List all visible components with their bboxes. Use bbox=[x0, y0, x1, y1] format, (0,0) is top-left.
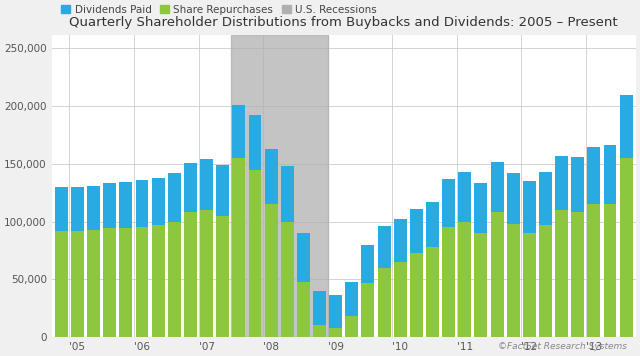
Bar bbox=[604, 145, 616, 204]
Bar bbox=[55, 187, 68, 231]
Bar bbox=[362, 283, 374, 337]
Legend: Dividends Paid, Share Repurchases, U.S. Recessions: Dividends Paid, Share Repurchases, U.S. … bbox=[57, 0, 381, 19]
Bar bbox=[394, 262, 406, 337]
Bar bbox=[523, 181, 536, 233]
Bar bbox=[297, 233, 310, 282]
Bar bbox=[458, 172, 471, 221]
Bar bbox=[442, 179, 455, 227]
Bar bbox=[394, 219, 406, 262]
Bar bbox=[136, 180, 148, 227]
Bar bbox=[232, 158, 245, 337]
Bar bbox=[71, 187, 84, 231]
Bar bbox=[410, 209, 423, 253]
Bar bbox=[507, 173, 520, 224]
Bar bbox=[55, 231, 68, 337]
Bar bbox=[265, 149, 278, 204]
Bar bbox=[620, 158, 632, 337]
Bar bbox=[474, 233, 488, 337]
Bar bbox=[572, 212, 584, 337]
Bar bbox=[410, 253, 423, 337]
Bar bbox=[265, 204, 278, 337]
Bar bbox=[281, 166, 294, 221]
Bar bbox=[491, 162, 504, 212]
Bar bbox=[87, 186, 100, 230]
Bar bbox=[184, 212, 197, 337]
Bar bbox=[152, 225, 164, 337]
Bar bbox=[458, 221, 471, 337]
Bar bbox=[168, 221, 180, 337]
Bar bbox=[426, 247, 439, 337]
Bar bbox=[378, 268, 390, 337]
Bar bbox=[248, 169, 262, 337]
Bar bbox=[572, 157, 584, 212]
Bar bbox=[474, 183, 488, 233]
Bar bbox=[200, 210, 213, 337]
Bar bbox=[346, 282, 358, 316]
Bar bbox=[87, 230, 100, 337]
Bar bbox=[346, 316, 358, 337]
Bar bbox=[362, 245, 374, 283]
Bar bbox=[120, 182, 132, 229]
Bar bbox=[426, 202, 439, 247]
Bar bbox=[297, 282, 310, 337]
Bar bbox=[136, 227, 148, 337]
Bar bbox=[216, 216, 229, 337]
Bar bbox=[248, 115, 262, 169]
Bar bbox=[71, 231, 84, 337]
Bar bbox=[588, 147, 600, 204]
Bar bbox=[329, 328, 342, 337]
Bar bbox=[507, 224, 520, 337]
Bar bbox=[313, 291, 326, 325]
Bar bbox=[329, 295, 342, 328]
Bar bbox=[539, 225, 552, 337]
Bar bbox=[313, 325, 326, 337]
Bar bbox=[539, 172, 552, 225]
Bar bbox=[378, 226, 390, 268]
Bar bbox=[231, 35, 328, 337]
Bar bbox=[232, 105, 245, 158]
Bar bbox=[555, 210, 568, 337]
Bar bbox=[200, 159, 213, 210]
Bar bbox=[120, 229, 132, 337]
Bar bbox=[442, 227, 455, 337]
Bar bbox=[281, 221, 294, 337]
Bar bbox=[103, 229, 116, 337]
Bar bbox=[620, 95, 632, 158]
Bar bbox=[152, 178, 164, 225]
Text: ©FactSet Research Systems: ©FactSet Research Systems bbox=[498, 342, 627, 351]
Bar bbox=[588, 204, 600, 337]
Bar bbox=[216, 165, 229, 216]
Bar bbox=[184, 163, 197, 212]
Bar bbox=[555, 156, 568, 210]
Bar bbox=[523, 233, 536, 337]
Title: Quarterly Shareholder Distributions from Buybacks and Dividends: 2005 – Present: Quarterly Shareholder Distributions from… bbox=[69, 16, 618, 29]
Bar bbox=[491, 212, 504, 337]
Bar bbox=[604, 204, 616, 337]
Bar bbox=[103, 183, 116, 229]
Bar bbox=[168, 173, 180, 221]
